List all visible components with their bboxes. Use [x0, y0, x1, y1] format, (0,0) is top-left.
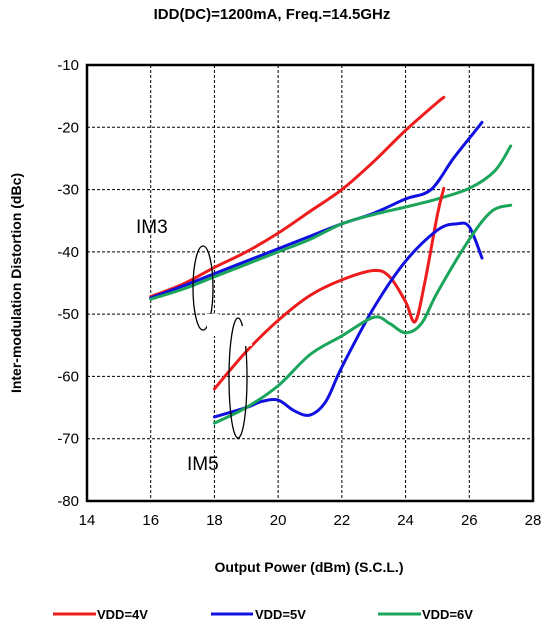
x-tick-label-5: 24 — [397, 512, 414, 529]
x-tick-label-0: 14 — [79, 512, 96, 529]
y-axis-label: Inter-modulation Distortion (dBc) — [8, 173, 24, 393]
tick-labels: 14 16 18 20 22 24 26 28 -10 -20 -30 -40 -50 -60 -70 -80 — [57, 57, 541, 529]
im3-bracket-gap — [207, 314, 219, 336]
legend-item-vdd6: VDD=6V — [378, 607, 473, 622]
x-tick-label-4: 22 — [334, 512, 351, 529]
series-line-im5-vdd4v — [212, 186, 446, 391]
im3-bracket — [192, 245, 214, 331]
grid — [87, 65, 533, 501]
x-tick-label-7: 28 — [525, 512, 542, 529]
series-line-im3-vdd4v — [149, 95, 446, 299]
annotation-im5: IM5 — [187, 454, 219, 475]
series-line-im3-vdd6v — [149, 144, 513, 301]
x-axis-label: Output Power (dBm) (S.C.L.) — [215, 559, 404, 575]
legend-label-vdd6: VDD=6V — [422, 607, 473, 622]
x-tick-label-6: 26 — [461, 512, 478, 529]
y-tick-label-3: -40 — [57, 244, 79, 261]
legend: VDD=4V VDD=5V VDD=6V — [53, 607, 473, 622]
series-line-im5-vdd5v — [212, 221, 484, 419]
im5-bracket-gap — [242, 326, 252, 346]
x-tick-label-2: 18 — [206, 512, 223, 529]
legend-item-vdd4: VDD=4V — [53, 607, 148, 622]
legend-label-vdd4: VDD=4V — [97, 607, 148, 622]
series-line-im5-vdd6v — [212, 203, 513, 425]
y-tick-label-6: -70 — [57, 431, 79, 448]
x-tick-label-3: 20 — [270, 512, 287, 529]
series-layer — [149, 95, 513, 425]
y-tick-label-5: -60 — [57, 368, 79, 385]
plot-area-frame — [85, 63, 535, 503]
y-tick-label-0: -10 — [57, 57, 79, 74]
y-tick-label-1: -20 — [57, 119, 79, 136]
legend-label-vdd5: VDD=5V — [255, 607, 306, 622]
annotation-im3: IM3 — [136, 217, 168, 238]
y-tick-label-4: -50 — [57, 306, 79, 323]
x-tick-label-1: 16 — [142, 512, 159, 529]
chart-title: IDD(DC)=1200mA, Freq.=14.5GHz — [154, 6, 391, 23]
series-line-im3-vdd5v — [149, 120, 484, 300]
legend-item-vdd5: VDD=5V — [211, 607, 306, 622]
im5-bracket — [228, 317, 248, 439]
y-tick-label-2: -30 — [57, 182, 79, 199]
y-tick-label-7: -80 — [57, 493, 79, 510]
